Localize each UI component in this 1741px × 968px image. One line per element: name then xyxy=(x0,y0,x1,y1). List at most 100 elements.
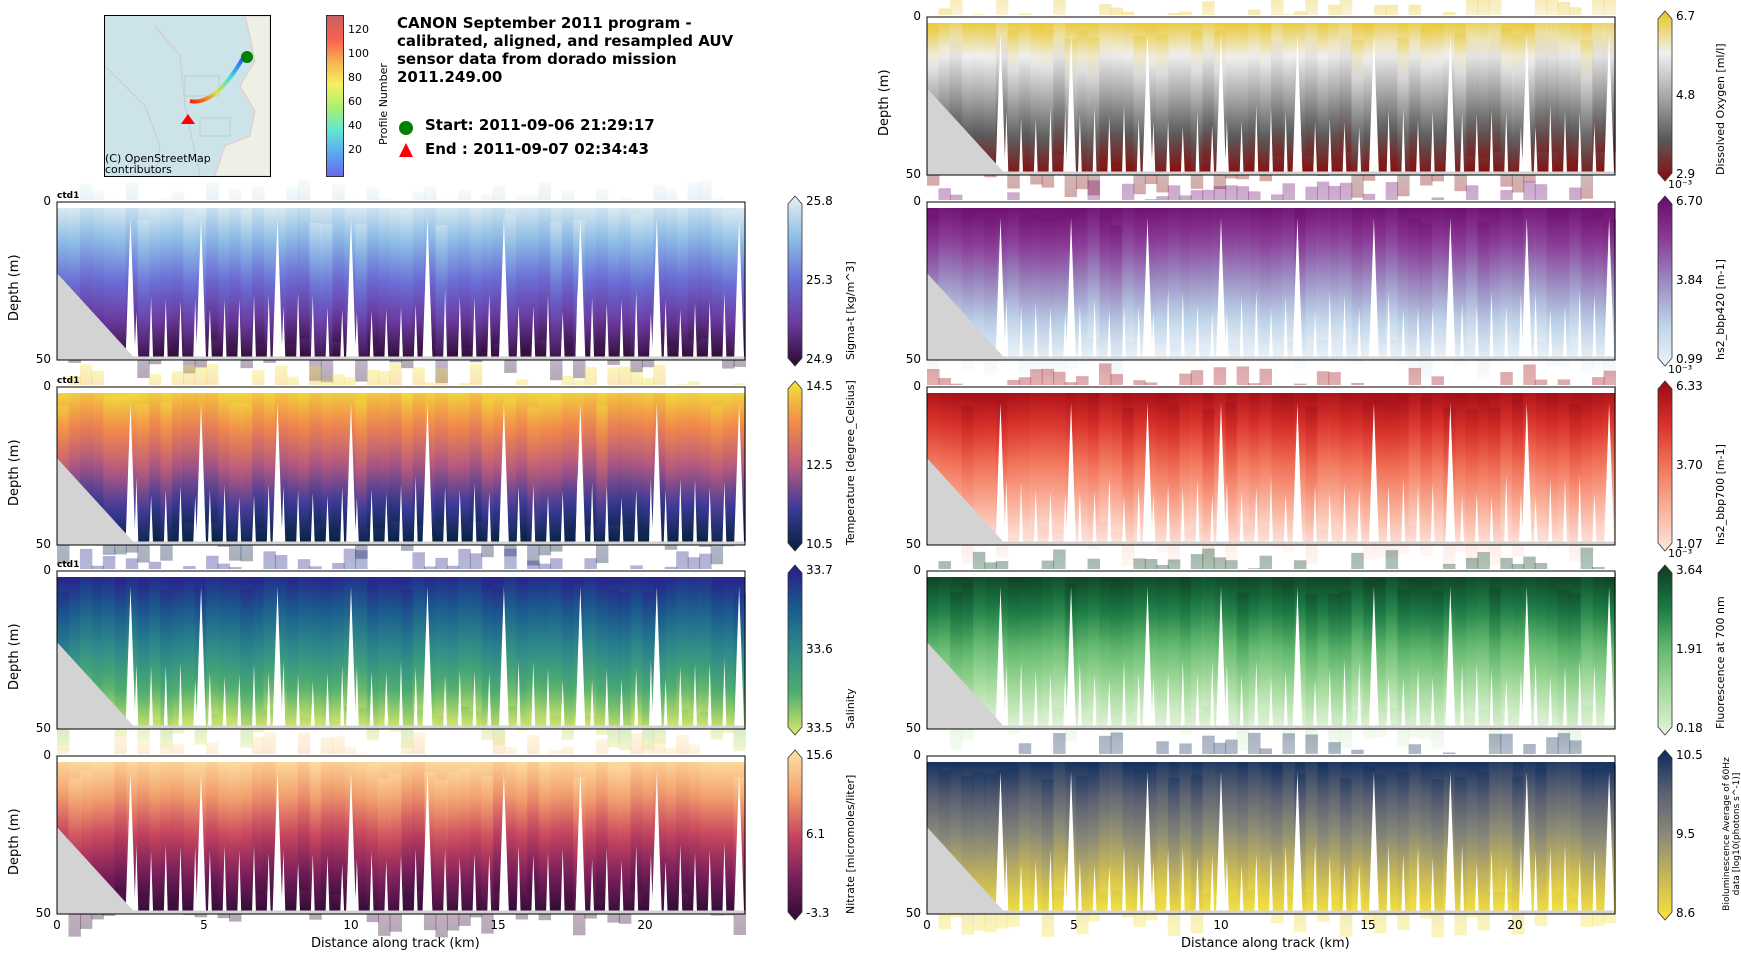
profile-gap xyxy=(369,488,374,545)
profile-gap xyxy=(207,850,212,914)
colorbar-tick-label: 14.5 xyxy=(806,379,833,393)
profile-gap xyxy=(399,853,403,914)
section-column xyxy=(366,187,380,346)
section-column xyxy=(183,215,196,374)
profile-gap xyxy=(1239,863,1244,914)
profile-gap xyxy=(237,299,242,360)
profile-gap xyxy=(707,663,712,729)
section-column xyxy=(1259,555,1272,714)
y-tick-label: 50 xyxy=(905,167,921,181)
section-column xyxy=(1202,1,1215,160)
section-column xyxy=(1076,376,1089,535)
section-column xyxy=(1397,589,1410,748)
section-column xyxy=(561,746,574,905)
section-column xyxy=(1099,573,1112,732)
section-column xyxy=(355,223,368,382)
profile-gap xyxy=(1254,104,1259,175)
profile-gap xyxy=(472,483,477,545)
colorbar-multiplier: 10⁻³ xyxy=(1668,178,1693,191)
end-marker xyxy=(181,114,195,124)
section-column xyxy=(1546,571,1559,730)
section-column xyxy=(687,744,701,903)
profile-gap xyxy=(575,771,586,914)
profile-gap xyxy=(1521,586,1532,729)
axes-frame xyxy=(926,755,1616,915)
profile-gap xyxy=(1489,291,1494,360)
x-tick-label: 15 xyxy=(1360,918,1376,932)
profile-gap xyxy=(1386,678,1391,729)
profile-gap xyxy=(1033,669,1038,729)
profile-gap xyxy=(546,852,551,914)
profile-gap xyxy=(487,491,492,545)
section-column xyxy=(1580,768,1594,927)
y-tick-label: 50 xyxy=(905,352,921,366)
profile-gap xyxy=(1357,307,1362,360)
profile-gap xyxy=(619,860,624,914)
profile-gap xyxy=(196,586,207,729)
y-tick-label: 50 xyxy=(35,352,51,366)
section-column xyxy=(1397,396,1410,555)
profile-gap xyxy=(178,300,183,360)
colorbar-tick-label: 6.33 xyxy=(1676,379,1703,393)
section-column xyxy=(1202,735,1215,894)
profile-gap xyxy=(149,495,154,545)
profile-gap xyxy=(354,497,359,545)
section-column xyxy=(1408,4,1422,163)
section-column xyxy=(1248,383,1261,542)
section-column xyxy=(1259,201,1272,360)
section-column xyxy=(1351,382,1364,541)
profile-gap xyxy=(1401,308,1406,360)
section-column xyxy=(1030,369,1043,528)
section-column xyxy=(1316,569,1330,728)
profile-gap xyxy=(1357,660,1362,729)
profile-gap xyxy=(1445,771,1456,914)
section-column xyxy=(401,589,414,748)
section-plot-left-1 xyxy=(56,180,746,384)
section-column xyxy=(710,581,724,740)
section-column xyxy=(1007,379,1020,538)
profile-gap xyxy=(369,851,374,914)
section-column xyxy=(1328,742,1341,901)
section-column xyxy=(1465,557,1479,716)
profile-gap xyxy=(272,586,283,729)
profile-gap xyxy=(346,217,357,360)
profile-gap xyxy=(125,771,136,914)
profile-gap xyxy=(516,845,521,914)
section-column xyxy=(435,368,448,527)
section-column xyxy=(1007,192,1020,351)
profile-gap xyxy=(722,291,727,360)
profile-gap xyxy=(163,665,168,729)
section-column xyxy=(1557,209,1571,368)
profile-gap xyxy=(1254,290,1259,360)
section-column xyxy=(1511,201,1525,360)
profile-gap xyxy=(384,671,389,729)
colorbar-tick-label: 6.1 xyxy=(806,827,826,841)
profile-gap xyxy=(1504,306,1509,360)
section-column xyxy=(527,560,540,719)
profile-gap xyxy=(1092,673,1097,729)
profile-gap xyxy=(1563,666,1568,729)
section-column xyxy=(1225,185,1238,344)
section-column xyxy=(412,732,425,891)
colorbar-label: Sigma-t [kg/m^3] xyxy=(844,261,857,360)
section-column xyxy=(1167,404,1181,563)
colorbar-tick-label: -3.3 xyxy=(806,906,830,920)
profile-gap xyxy=(196,217,207,360)
profile-gap xyxy=(1292,771,1303,914)
profile-gap xyxy=(296,674,301,729)
profile-gap xyxy=(995,402,1006,545)
colorbar-label: hs2_bbp420 [m-1] xyxy=(1714,259,1727,360)
profile-gap xyxy=(134,845,139,914)
section-column xyxy=(1121,11,1135,170)
section-column xyxy=(1271,765,1284,924)
section-column xyxy=(1133,380,1146,539)
colorbar-tick-label: 4.8 xyxy=(1676,88,1696,102)
profile-gap xyxy=(1460,301,1465,360)
section-column xyxy=(1018,743,1032,902)
profile-gap xyxy=(149,296,154,360)
section-column xyxy=(1534,379,1548,538)
section-column xyxy=(1305,186,1318,345)
profile-gap xyxy=(1004,477,1009,545)
section-column xyxy=(1328,4,1341,163)
section-column xyxy=(481,581,494,740)
